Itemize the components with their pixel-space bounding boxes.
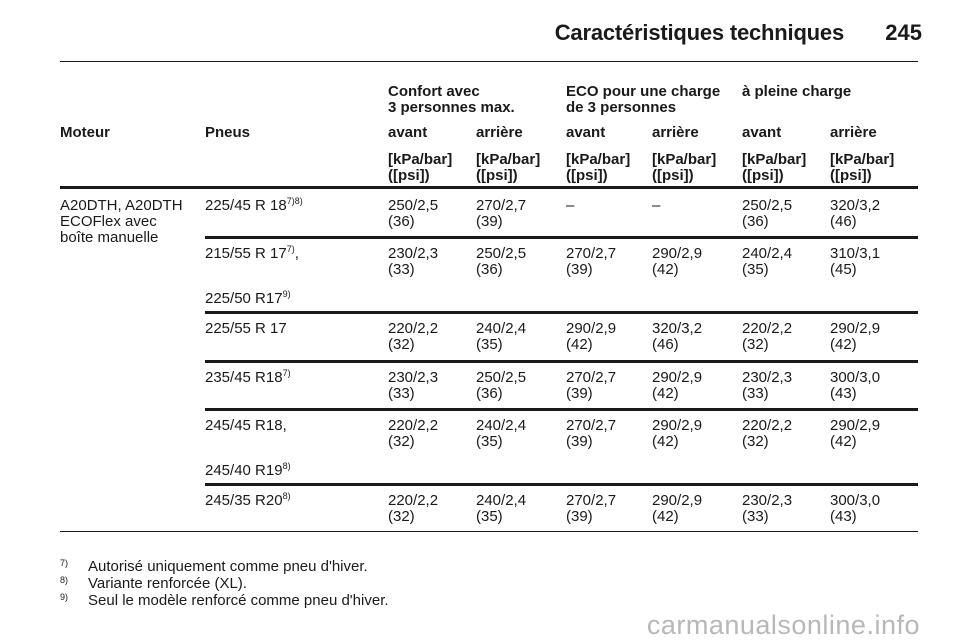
col-header-position: avant [566,124,606,141]
tyre-size: 225/45 R 187)8) [205,196,303,214]
footnote-ref: 8) [282,491,291,501]
tyre-size: 225/50 R179) [205,289,291,307]
top-rule [60,61,918,62]
pressure-value: 320/3,2 (46) [830,197,881,230]
page-header: Caractéristiques techniques 245 [60,16,922,46]
tyre-size: 235/45 R187) [205,368,291,386]
tyre-size: 245/45 R18, [205,417,287,434]
row-rule [205,360,918,363]
pressure-value: – [566,197,575,214]
pressure-value: 310/3,1 (45) [830,245,881,278]
row-rule [205,408,918,411]
col-header-position: arrière [830,124,877,141]
pressure-value: 240/2,4 (35) [476,320,527,353]
col-header-pneus: Pneus [205,124,251,141]
pressure-value: 250/2,5 (36) [476,369,527,402]
row-rule [205,311,918,314]
pressure-value: 230/2,3 (33) [742,492,793,525]
tyre-size: 245/35 R208) [205,491,291,509]
footnote: 8) Variante renforcée (XL). [60,572,247,592]
pressure-value: 290/2,9 (42) [566,320,617,353]
tyre-size: 225/55 R 17 [205,320,287,337]
pressure-value: 240/2,4 (35) [476,417,527,450]
col-header-position: arrière [652,124,699,141]
page-title: Caractéristiques techniques [554,20,844,45]
pressure-value: 250/2,5 (36) [742,197,793,230]
tyre-size: 215/55 R 177), [205,244,299,262]
pressure-value: 250/2,5 (36) [476,245,527,278]
footnote-ref: 7)8) [286,196,303,206]
row-rule [60,531,918,532]
engine-cell: A20DTH, A20DTH ECOFlex avec boîte manuelle [60,197,183,246]
footnote-text: Autorisé uniquement comme pneu d'hiver. [88,558,368,575]
pressure-value: – [652,197,661,214]
pressure-value: 290/2,9 (42) [830,417,881,450]
footnote-number: 8) [60,575,69,585]
footnote-ref: 8) [282,461,291,471]
page-number: 245 [885,20,922,45]
col-header-position: avant [742,124,782,141]
row-rule [205,236,918,239]
pressure-value: 220/2,2 (32) [742,320,793,353]
pressure-value: 230/2,3 (33) [742,369,793,402]
footnote-text: Variante renforcée (XL). [88,575,247,592]
pressure-value: 220/2,2 (32) [388,492,439,525]
pressure-value: 320/3,2 (46) [652,320,703,353]
header-rule [60,186,918,189]
footnote-ref: 9) [282,289,291,299]
col-header-unit: [kPa/bar] ([psi]) [742,151,807,184]
col-header-position: arrière [476,124,523,141]
tyre-size: 245/40 R198) [205,461,291,479]
pressure-value: 220/2,2 (32) [388,320,439,353]
pressure-value: 240/2,4 (35) [742,245,793,278]
pressure-value: 230/2,3 (33) [388,245,439,278]
group-header: ECO pour une charge de 3 personnes [566,83,721,116]
pressure-value: 250/2,5 (36) [388,197,439,230]
pressure-value: 290/2,9 (42) [652,417,703,450]
group-header: Confort avec 3 personnes max. [388,83,515,116]
pressure-value: 290/2,9 (42) [830,320,881,353]
col-header-unit: [kPa/bar] ([psi]) [476,151,541,184]
footnote: 7) Autorisé uniquement comme pneu d'hiver… [60,555,368,575]
footnote-number: 9) [60,592,69,602]
footnote-number: 7) [60,558,69,568]
pressure-value: 220/2,2 (32) [742,417,793,450]
pressure-value: 270/2,7 (39) [566,417,617,450]
col-header-unit: [kPa/bar] ([psi]) [830,151,895,184]
footnote: 9) Seul le modèle renforcé comme pneu d'h… [60,589,389,609]
watermark: carmanualsonline.info [646,610,920,640]
col-header-moteur: Moteur [60,124,110,141]
pressure-value: 270/2,7 (39) [566,369,617,402]
pressure-value: 270/2,7 (39) [476,197,527,230]
footnote-ref: 7) [286,244,295,254]
footnote-text: Seul le modèle renforcé comme pneu d'hiv… [88,592,389,609]
pressure-value: 290/2,9 (42) [652,369,703,402]
pressure-value: 300/3,0 (43) [830,369,881,402]
footnote-ref: 7) [282,368,291,378]
row-rule [205,483,918,486]
col-header-unit: [kPa/bar] ([psi]) [566,151,631,184]
pressure-value: 270/2,7 (39) [566,492,617,525]
group-header: à pleine charge [742,83,852,100]
pressure-value: 290/2,9 (42) [652,245,703,278]
pressure-value: 230/2,3 (33) [388,369,439,402]
pressure-value: 270/2,7 (39) [566,245,617,278]
pressure-value: 300/3,0 (43) [830,492,881,525]
pressure-value: 220/2,2 (32) [388,417,439,450]
col-header-unit: [kPa/bar] ([psi]) [652,151,717,184]
col-header-position: avant [388,124,428,141]
pressure-value: 290/2,9 (42) [652,492,703,525]
col-header-unit: [kPa/bar] ([psi]) [388,151,453,184]
pressure-value: 240/2,4 (35) [476,492,527,525]
